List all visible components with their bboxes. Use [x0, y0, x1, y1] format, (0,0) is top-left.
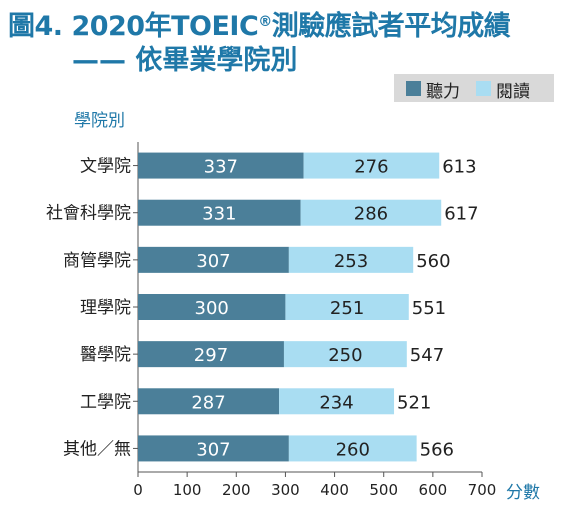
chart-title: 圖4. 2020年TOEIC®測驗應試者平均成績 [8, 4, 511, 43]
chart-title-suffix: 測驗應試者平均成績 [271, 11, 511, 42]
x-tick-label: 400 [320, 481, 349, 499]
legend-swatch-listening [406, 81, 421, 96]
bar-value-label: 276 [354, 157, 388, 178]
category-label: 商管學院 [63, 251, 131, 271]
total-label: 551 [412, 298, 446, 319]
category-label: 其他／無 [63, 439, 131, 459]
bar-segment-reading [288, 435, 417, 462]
total-label: 566 [420, 439, 454, 460]
bar-value-label: 260 [336, 439, 370, 460]
category-label: 理學院 [80, 298, 131, 318]
bar-segment-reading [285, 294, 409, 320]
bar-segment-reading [288, 246, 414, 273]
x-tick-label: 0 [133, 481, 143, 499]
bar-segment-listening [138, 341, 284, 368]
bar-segment-listening [138, 246, 289, 273]
bar-value-label: 297 [194, 345, 228, 366]
x-tick-label: 300 [271, 481, 300, 499]
bar-value-label: 287 [191, 392, 225, 413]
legend-label-reading: 閱讀 [496, 82, 530, 102]
chart-subtitle: —— 依畢業學院別 [72, 45, 298, 76]
x-tick-label: 600 [419, 481, 448, 499]
total-label: 521 [397, 392, 431, 413]
x-tick-label: 700 [468, 481, 497, 499]
category-label: 醫學院 [80, 345, 131, 365]
bar-segment-listening [138, 152, 304, 179]
bar-value-label: 307 [196, 439, 230, 460]
bar-value-label: 234 [319, 392, 353, 413]
legend: 聽力 閱讀 [394, 74, 554, 102]
x-tick-label: 100 [173, 481, 202, 499]
registered-mark: ® [258, 14, 272, 30]
legend-swatch-reading [476, 81, 491, 96]
x-tick-label: 200 [222, 481, 251, 499]
total-label: 547 [410, 345, 444, 366]
bar-value-label: 300 [195, 298, 229, 319]
bar-value-label: 250 [328, 345, 362, 366]
total-label: 560 [416, 251, 450, 272]
legend-label-listening: 聽力 [426, 82, 460, 102]
bar-segment-reading [279, 388, 395, 415]
total-label: 617 [444, 204, 478, 225]
x-tick-label: 500 [369, 481, 398, 499]
bar-value-label: 253 [334, 251, 368, 272]
bar-value-label: 286 [354, 204, 388, 225]
bar-segment-listening [138, 435, 289, 462]
y-axis-label: 學院別 [74, 111, 125, 131]
bar-segment-listening [138, 388, 280, 415]
x-axis-label: 分數 [506, 483, 540, 503]
bar-value-label: 251 [330, 298, 364, 319]
category-label: 社會科學院 [46, 204, 131, 224]
bar-segment-reading [303, 152, 440, 179]
bar-value-label: 331 [202, 204, 236, 225]
category-label: 工學院 [80, 392, 131, 412]
bar-value-label: 307 [196, 251, 230, 272]
bar-segment-listening [138, 199, 301, 226]
chart-title-prefix: 圖4. 2020年TOEIC [8, 11, 259, 42]
total-label: 613 [442, 157, 476, 178]
bar-value-label: 337 [204, 157, 238, 178]
category-label: 文學院 [80, 157, 131, 177]
bar-segment-reading [283, 341, 407, 368]
bar-segment-reading [300, 199, 442, 226]
bar-segment-listening [138, 294, 286, 320]
